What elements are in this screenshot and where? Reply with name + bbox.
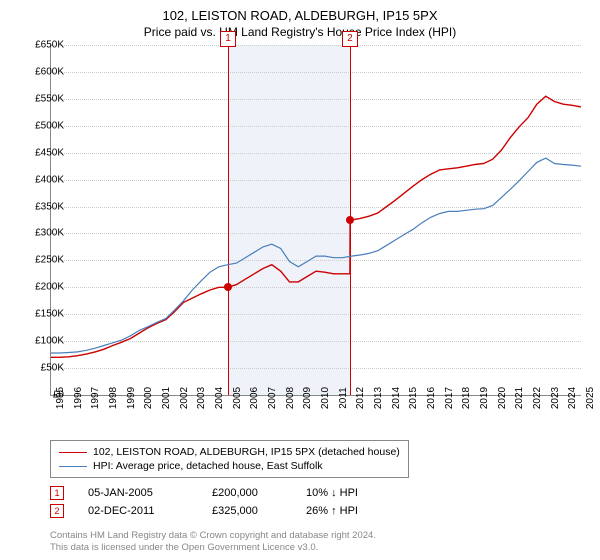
x-axis-label: 2007 bbox=[267, 387, 278, 409]
sale-price: £325,000 bbox=[212, 505, 282, 517]
legend: 102, LEISTON ROAD, ALDEBURGH, IP15 5PX (… bbox=[50, 440, 409, 478]
x-axis-label: 1997 bbox=[90, 387, 101, 409]
x-axis-label: 2010 bbox=[320, 387, 331, 409]
x-axis-label: 1996 bbox=[73, 387, 84, 409]
legend-label: 102, LEISTON ROAD, ALDEBURGH, IP15 5PX (… bbox=[93, 446, 400, 458]
sale-point bbox=[346, 216, 354, 224]
x-axis-label: 2005 bbox=[232, 387, 243, 409]
sale-point bbox=[224, 283, 232, 291]
y-axis-label: £450K bbox=[14, 147, 64, 158]
legend-swatch bbox=[59, 466, 87, 467]
legend-swatch bbox=[59, 452, 87, 453]
footnote-line: This data is licensed under the Open Gov… bbox=[50, 542, 376, 554]
sale-diff: 10% ↓ HPI bbox=[306, 487, 396, 499]
y-axis-label: £350K bbox=[14, 201, 64, 212]
x-axis-label: 2025 bbox=[585, 387, 596, 409]
sale-row-marker: 2 bbox=[50, 504, 64, 518]
x-axis-label: 2008 bbox=[285, 387, 296, 409]
y-axis-label: £100K bbox=[14, 336, 64, 347]
x-axis-label: 2013 bbox=[373, 387, 384, 409]
x-axis-label: 2000 bbox=[143, 387, 154, 409]
sale-price: £200,000 bbox=[212, 487, 282, 499]
y-axis-label: £650K bbox=[14, 40, 64, 51]
x-axis-label: 2019 bbox=[479, 387, 490, 409]
x-axis-label: 2016 bbox=[426, 387, 437, 409]
x-axis-label: 2001 bbox=[161, 387, 172, 409]
sale-row: 2 02-DEC-2011 £325,000 26% ↑ HPI bbox=[50, 502, 396, 520]
y-axis-label: £500K bbox=[14, 120, 64, 131]
sale-row-marker: 1 bbox=[50, 486, 64, 500]
legend-label: HPI: Average price, detached house, East… bbox=[93, 460, 323, 472]
chart-title: 102, LEISTON ROAD, ALDEBURGH, IP15 5PX bbox=[0, 0, 600, 23]
y-axis-label: £150K bbox=[14, 309, 64, 320]
x-axis-label: 2023 bbox=[550, 387, 561, 409]
x-axis-label: 2017 bbox=[444, 387, 455, 409]
sale-diff: 26% ↑ HPI bbox=[306, 505, 396, 517]
footnote-line: Contains HM Land Registry data © Crown c… bbox=[50, 530, 376, 542]
footnote: Contains HM Land Registry data © Crown c… bbox=[50, 530, 376, 554]
x-axis-label: 2018 bbox=[461, 387, 472, 409]
x-axis-label: 2006 bbox=[249, 387, 260, 409]
x-axis-label: 2003 bbox=[196, 387, 207, 409]
y-axis-label: £250K bbox=[14, 255, 64, 266]
y-axis-label: £200K bbox=[14, 282, 64, 293]
y-axis-label: £550K bbox=[14, 93, 64, 104]
chart-container: 102, LEISTON ROAD, ALDEBURGH, IP15 5PX P… bbox=[0, 0, 600, 560]
sales-table: 1 05-JAN-2005 £200,000 10% ↓ HPI 2 02-DEC-201… bbox=[50, 484, 396, 520]
sale-date: 05-JAN-2005 bbox=[88, 487, 188, 499]
x-axis-label: 2021 bbox=[514, 387, 525, 409]
sale-marker: 2 bbox=[342, 31, 358, 47]
y-axis-label: £600K bbox=[14, 66, 64, 77]
sale-marker: 1 bbox=[220, 31, 236, 47]
y-axis-label: £400K bbox=[14, 174, 64, 185]
legend-row: 102, LEISTON ROAD, ALDEBURGH, IP15 5PX (… bbox=[59, 445, 400, 459]
sale-row: 1 05-JAN-2005 £200,000 10% ↓ HPI bbox=[50, 484, 396, 502]
x-axis-label: 1995 bbox=[55, 387, 66, 409]
x-axis-label: 2011 bbox=[338, 387, 349, 409]
y-axis-label: £50K bbox=[14, 363, 64, 374]
y-axis-label: £300K bbox=[14, 228, 64, 239]
x-axis-label: 2002 bbox=[179, 387, 190, 409]
x-axis-label: 2014 bbox=[391, 387, 402, 409]
sale-date: 02-DEC-2011 bbox=[88, 505, 188, 517]
x-axis-label: 2004 bbox=[214, 387, 225, 409]
chart-lines bbox=[51, 45, 581, 395]
x-axis-label: 2009 bbox=[302, 387, 313, 409]
series-hpi bbox=[51, 158, 581, 353]
series-price_paid bbox=[51, 96, 581, 357]
x-axis-label: 1999 bbox=[126, 387, 137, 409]
legend-row: HPI: Average price, detached house, East… bbox=[59, 459, 400, 473]
x-axis-label: 2020 bbox=[497, 387, 508, 409]
x-axis-label: 2015 bbox=[408, 387, 419, 409]
x-axis-label: 2024 bbox=[567, 387, 578, 409]
x-axis-label: 1998 bbox=[108, 387, 119, 409]
plot-area: 12 bbox=[50, 45, 581, 396]
x-axis-label: 2012 bbox=[355, 387, 366, 409]
x-axis-label: 2022 bbox=[532, 387, 543, 409]
chart-subtitle: Price paid vs. HM Land Registry's House … bbox=[0, 23, 600, 39]
